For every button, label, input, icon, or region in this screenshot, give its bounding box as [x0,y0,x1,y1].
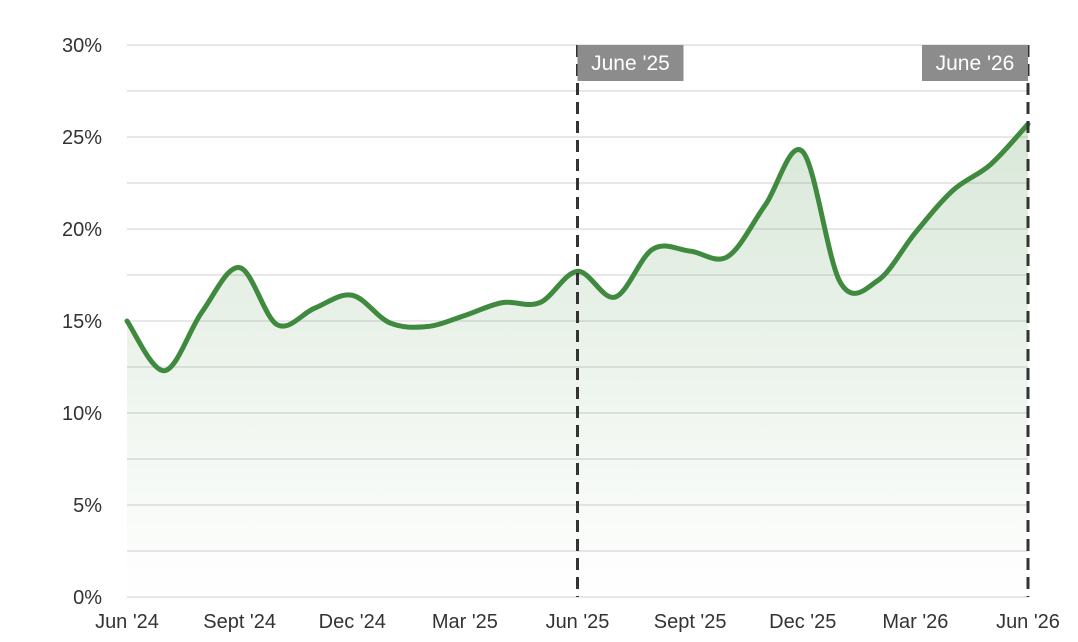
reference-markers: June '25 June '26 [576,45,1030,597]
x-tick-label: Dec '24 [319,611,386,633]
x-tick-label: Jun '26 [996,611,1060,633]
x-tick-label: Mar '26 [882,611,948,633]
y-tick-label: 10% [62,403,102,425]
marker-label-bg [577,45,684,81]
x-tick-label: Dec '25 [769,611,836,633]
y-tick-label: 25% [62,127,102,149]
x-tick-label: Jun '24 [95,611,159,633]
x-tick-label: Sept '25 [654,611,727,633]
marker-label: June '26 [936,52,1015,75]
y-tick-label: 15% [62,311,102,333]
y-tick-label: 20% [62,219,102,241]
marker-label: June '25 [591,52,670,75]
y-axis-ticks: 0% 5% 10% 15% 20% 25% 30% [62,35,102,609]
x-axis-ticks: Jun '24 Sept '24 Dec '24 Mar '25 Jun '25 Sept… [95,611,1060,633]
marker-label-bg [922,45,1028,81]
x-tick-label: Mar '25 [432,611,498,633]
x-tick-label: Sept '24 [203,611,276,633]
x-tick-label: Jun '25 [546,611,610,633]
y-tick-label: 5% [73,495,102,517]
series-line-path [124,121,1031,374]
series-line [124,121,1031,374]
y-tick-label: 0% [73,587,102,609]
y-tick-label: 30% [62,35,102,57]
